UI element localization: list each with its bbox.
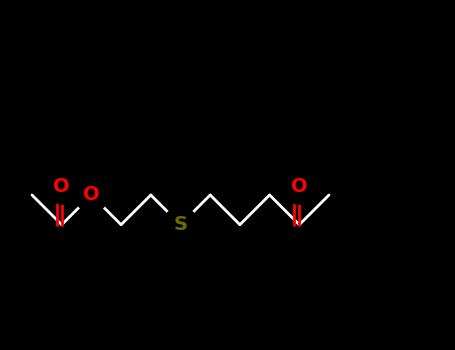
Text: S: S [173,215,187,234]
Text: O: O [53,177,70,196]
Text: O: O [83,186,100,204]
Text: O: O [291,177,308,196]
